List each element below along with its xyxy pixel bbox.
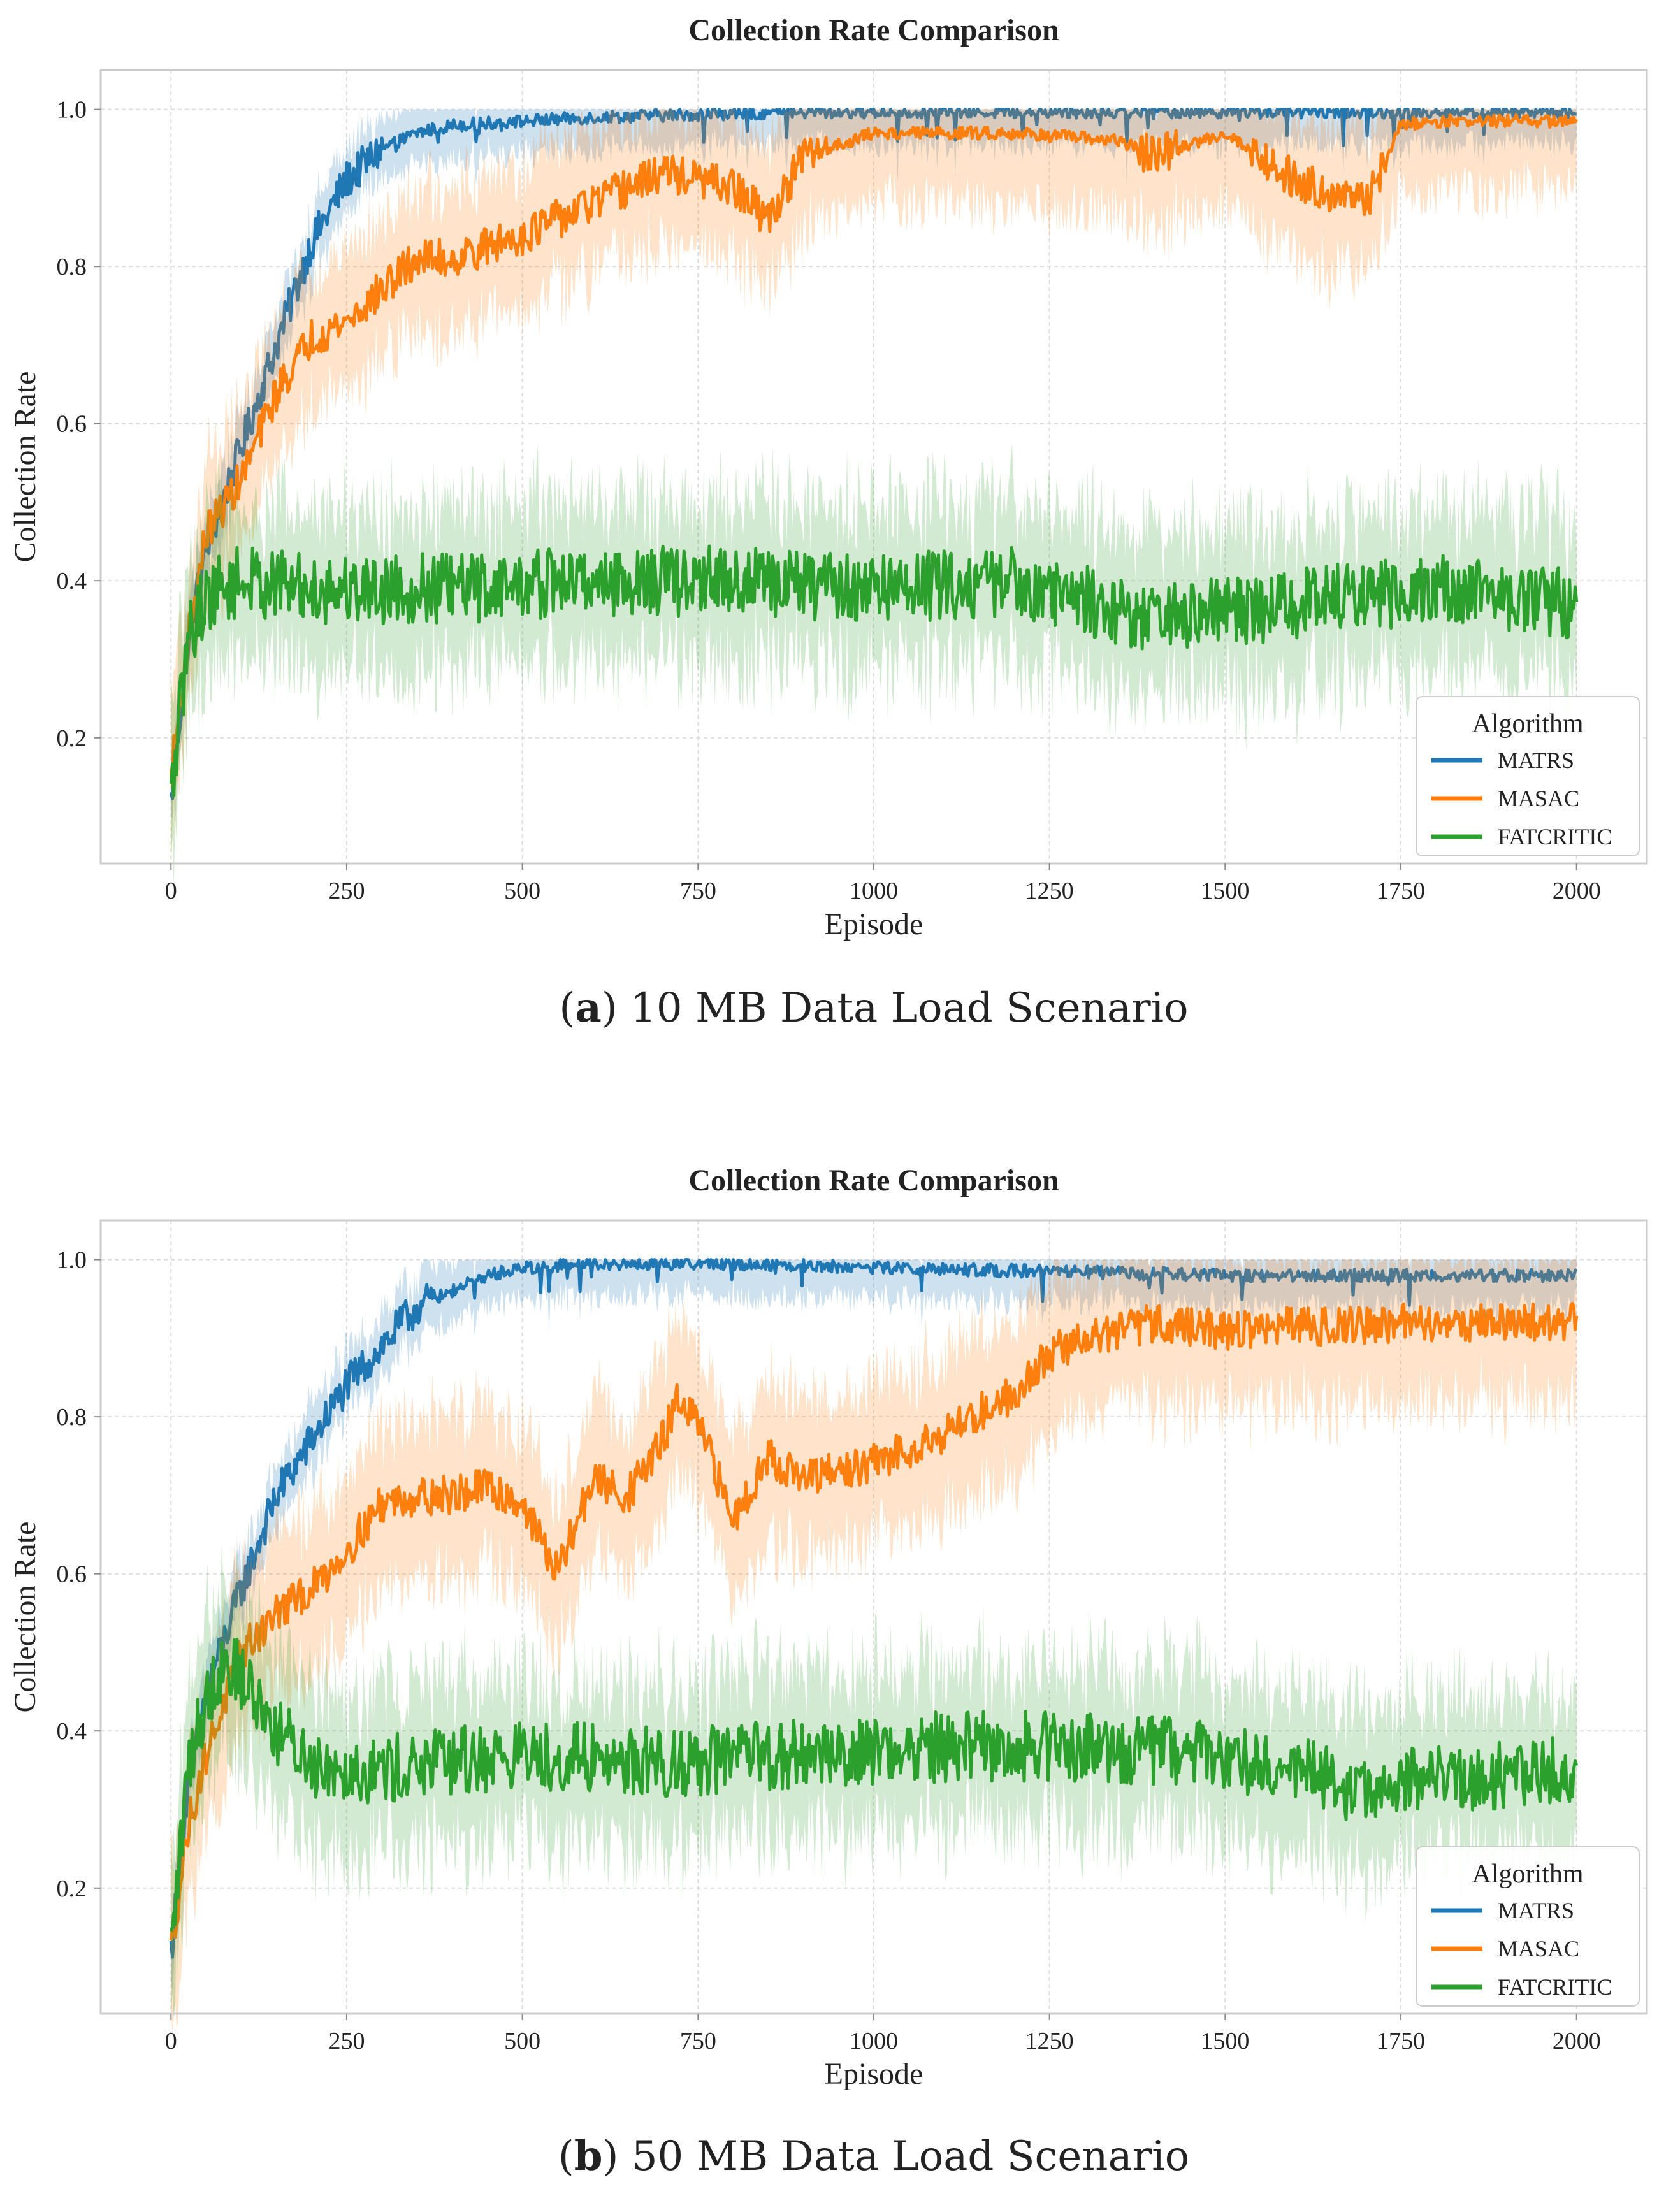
x-tick-label: 500 — [504, 2028, 540, 2055]
x-tick-label: 1500 — [1201, 878, 1249, 904]
y-tick-label: 1.0 — [57, 97, 87, 124]
caption-text: 10 MB Data Load Scenario — [630, 985, 1188, 1032]
chart-title: Collection Rate Comparison — [688, 1164, 1059, 1197]
series-line-matrs — [169, 1258, 1578, 1959]
y-tick-label: 0.6 — [57, 1561, 87, 1588]
x-tick-label: 250 — [328, 2028, 365, 2055]
legend-title: Algorithm — [1472, 1860, 1584, 1889]
series-line-fatcritic — [169, 1638, 1579, 1932]
series-line-matrs — [169, 108, 1577, 801]
x-tick-label: 750 — [680, 2028, 716, 2055]
legend-entry-fatcritic: FATCRITIC — [1498, 1974, 1612, 2000]
x-tick-label: 0 — [165, 878, 177, 904]
y-axis-label: Collection Rate — [8, 1522, 42, 1713]
y-tick-label: 0.8 — [57, 254, 87, 280]
y-tick-label: 0.6 — [57, 411, 87, 438]
x-tick-label: 1250 — [1025, 2028, 1074, 2055]
x-tick-label: 1250 — [1025, 878, 1074, 904]
caption-open-paren: ( — [558, 2133, 574, 2180]
caption-open-paren: ( — [559, 985, 575, 1032]
x-tick-label: 0 — [165, 2028, 177, 2055]
x-tick-label: 500 — [504, 878, 540, 904]
caption-label: a — [575, 984, 601, 1032]
chart-title: Collection Rate Comparison — [688, 13, 1059, 47]
y-tick-label: 0.8 — [57, 1404, 87, 1431]
series-line-masac — [169, 1301, 1579, 1941]
legend-box — [1416, 1846, 1640, 2007]
x-axis-label: Episode — [825, 907, 923, 941]
y-tick-label: 0.4 — [57, 1718, 87, 1745]
legend-entry-fatcritic: FATCRITIC — [1498, 824, 1612, 849]
series-band-fatcritic — [171, 443, 1577, 887]
y-tick-label: 1.0 — [57, 1247, 87, 1274]
y-tick-label: 0.2 — [57, 1875, 87, 1902]
y-tick-label: 0.4 — [57, 568, 87, 595]
figure-caption: (b) 50 MB Data Load Scenario — [558, 2132, 1189, 2180]
caption-close-paren: ) — [602, 985, 630, 1032]
figure-caption: (a) 10 MB Data Load Scenario — [559, 984, 1188, 1032]
chart-panel-b: 0 250 500 750 1000 1250 1500 1750 2000 0.2 0.4 0.6 0… — [8, 1164, 1648, 2180]
series-band-masac — [171, 1259, 1577, 2035]
x-tick-label: 750 — [680, 878, 716, 904]
series-line-fatcritic — [169, 544, 1579, 797]
chart-panel-a: 0 250 500 750 1000 1250 1500 1750 2000 0.2 0.4 0.6 0… — [8, 13, 1648, 1032]
x-tick-label: 2000 — [1553, 2028, 1601, 2055]
x-tick-label: 1000 — [850, 878, 898, 904]
x-tick-label: 1000 — [850, 2028, 898, 2055]
legend-entry-matrs: MATRS — [1498, 748, 1574, 773]
legend-title: Algorithm — [1472, 709, 1584, 739]
caption-label: b — [574, 2132, 603, 2180]
x-tick-label: 1750 — [1377, 2028, 1425, 2055]
x-tick-label: 1750 — [1377, 878, 1425, 904]
x-tick-label: 1500 — [1201, 2028, 1249, 2055]
legend-entry-masac: MASAC — [1498, 786, 1579, 811]
y-axis-label: Collection Rate — [8, 372, 42, 563]
x-tick-label: 250 — [328, 878, 365, 904]
series-line-masac — [169, 113, 1578, 786]
legend-box — [1416, 696, 1640, 856]
caption-text: 50 MB Data Load Scenario — [632, 2133, 1189, 2180]
legend-entry-masac: MASAC — [1498, 1936, 1579, 1961]
x-axis-label: Episode — [825, 2057, 923, 2091]
y-tick-label: 0.2 — [57, 725, 87, 752]
legend-entry-matrs: MATRS — [1498, 1898, 1574, 1923]
x-tick-label: 2000 — [1553, 878, 1601, 904]
caption-close-paren: ) — [603, 2133, 632, 2180]
series-band-masac — [171, 109, 1577, 867]
